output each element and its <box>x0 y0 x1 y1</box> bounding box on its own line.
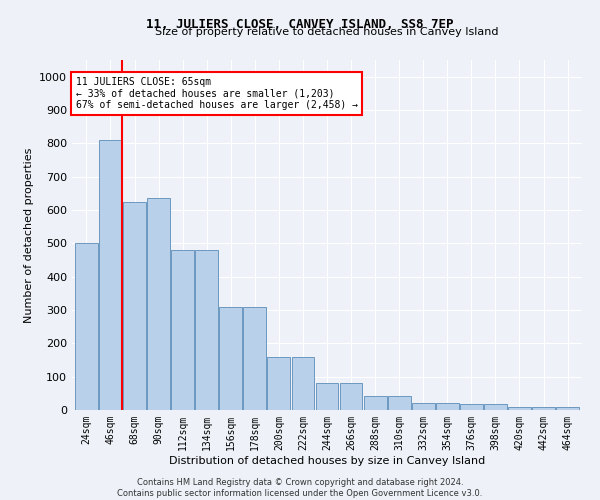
Bar <box>460 404 483 410</box>
Text: 11 JULIERS CLOSE: 65sqm
← 33% of detached houses are smaller (1,203)
67% of semi: 11 JULIERS CLOSE: 65sqm ← 33% of detache… <box>76 76 358 110</box>
Text: Contains HM Land Registry data © Crown copyright and database right 2024.
Contai: Contains HM Land Registry data © Crown c… <box>118 478 482 498</box>
Bar <box>123 202 146 410</box>
Y-axis label: Number of detached properties: Number of detached properties <box>23 148 34 322</box>
Bar <box>532 406 555 410</box>
Bar <box>220 306 242 410</box>
Bar <box>484 404 507 410</box>
Bar <box>268 356 290 410</box>
Text: 11, JULIERS CLOSE, CANVEY ISLAND, SS8 7EP: 11, JULIERS CLOSE, CANVEY ISLAND, SS8 7E… <box>146 18 454 30</box>
Bar <box>364 396 386 410</box>
Title: Size of property relative to detached houses in Canvey Island: Size of property relative to detached ho… <box>155 27 499 37</box>
X-axis label: Distribution of detached houses by size in Canvey Island: Distribution of detached houses by size … <box>169 456 485 466</box>
Bar <box>436 404 459 410</box>
Bar <box>412 404 434 410</box>
Bar <box>99 140 122 410</box>
Bar <box>508 406 531 410</box>
Bar <box>340 382 362 410</box>
Bar <box>292 356 314 410</box>
Bar <box>195 250 218 410</box>
Bar <box>556 408 579 410</box>
Bar <box>147 198 170 410</box>
Bar <box>388 396 410 410</box>
Bar <box>316 382 338 410</box>
Bar <box>171 250 194 410</box>
Bar <box>75 244 98 410</box>
Bar <box>244 306 266 410</box>
